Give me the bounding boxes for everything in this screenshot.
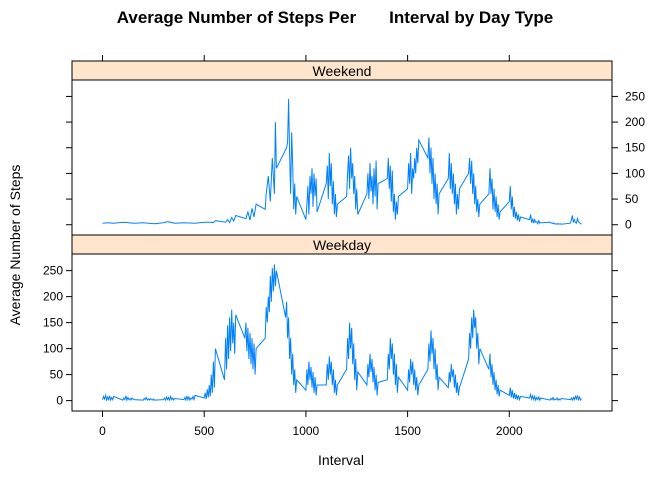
y-tick-label: 0 [56, 394, 63, 408]
y-tick-label: 50 [625, 192, 639, 206]
plot-frame-weekend [71, 79, 613, 236]
x-tick-label: 2000 [496, 424, 523, 438]
y-tick-label: 50 [50, 368, 64, 382]
y-tick-label: 100 [43, 342, 63, 356]
y-tick-label: 150 [43, 316, 63, 330]
y-tick-label: 150 [625, 141, 645, 155]
chart-title: Average Number of Steps Per Interval by … [117, 8, 553, 27]
strip-label-weekend: Weekend [313, 63, 372, 79]
y-tick-label: 200 [625, 115, 645, 129]
panels-group: Weekend 0 50 100 150 200 250 Weekday 0 50 100 150 20… [43, 60, 645, 412]
panel-weekend: Weekend 0 50 100 150 200 250 [66, 60, 645, 236]
y-tick-label: 0 [625, 218, 632, 232]
y-axis-label: Average Number of Steps [7, 165, 23, 326]
x-axis-label: Interval [318, 452, 364, 468]
series-line-weekday [102, 264, 582, 403]
series-line-weekend [102, 98, 582, 225]
x-tick-label: 1500 [394, 424, 421, 438]
x-tick-label: 0 [99, 424, 106, 438]
x-axis: 0 500 1000 1500 2000 [99, 55, 523, 438]
y-tick-label: 250 [625, 89, 645, 103]
plot-frame-weekday [71, 253, 613, 412]
x-tick-label: 1000 [293, 424, 320, 438]
panel-weekday: Weekday 0 50 100 150 200 250 [43, 234, 618, 412]
y-tick-label: 200 [43, 290, 63, 304]
strip-label-weekday: Weekday [313, 237, 371, 253]
x-tick-label: 500 [194, 424, 214, 438]
y-tick-label: 100 [625, 166, 645, 180]
y-tick-label: 250 [43, 264, 63, 278]
